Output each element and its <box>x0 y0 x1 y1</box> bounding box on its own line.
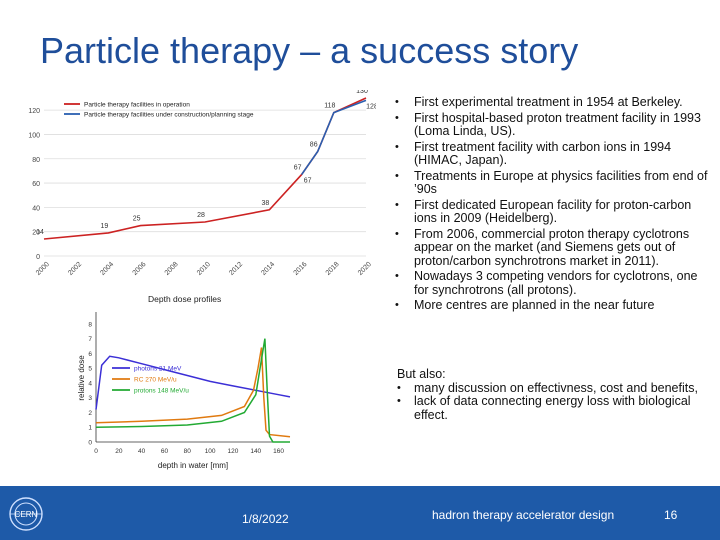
data-label: 19 <box>101 223 109 230</box>
chart-title: Depth dose profiles <box>148 294 221 304</box>
but-also-list: many discussion on effectivness, cost an… <box>397 381 713 423</box>
y-tick-label: 100 <box>28 132 40 139</box>
y-tick-label: 6 <box>88 351 92 358</box>
data-label: 14 <box>36 229 44 236</box>
data-label: 25 <box>133 216 141 223</box>
x-tick-label: 2000 <box>35 261 51 277</box>
bullet-list: First experimental treatment in 1954 at … <box>395 95 713 315</box>
logo-text: CERN <box>15 510 38 519</box>
bullet-item: First experimental treatment in 1954 at … <box>395 95 713 110</box>
x-tick-label: 2018 <box>325 261 341 277</box>
x-tick-label: 2010 <box>196 261 212 277</box>
y-tick-label: 1 <box>88 425 92 432</box>
data-label: 67 <box>294 165 302 172</box>
x-tick-label: 80 <box>184 448 192 455</box>
legend-label: Particle therapy facilities in operation <box>84 102 190 109</box>
depth-dose-chart: Depth dose profiles depth in water [mm] re… <box>78 294 291 470</box>
page-number: 16 <box>664 508 678 522</box>
bullet-item: First treatment facility with carbon ion… <box>395 140 713 168</box>
data-label: 38 <box>262 200 270 207</box>
y-tick-label: 7 <box>88 336 92 343</box>
legend-label: photons 21 MeV <box>134 366 182 373</box>
x-tick-label: 140 <box>250 448 261 455</box>
footer-bar: CERN 1/8/2022 hadron therapy accelerator… <box>0 486 720 540</box>
x-tick-label: 2016 <box>293 261 309 277</box>
y-tick-label: 4 <box>88 380 92 387</box>
data-label: 86 <box>310 141 318 148</box>
bullet-item: First dedicated European facility for pr… <box>395 198 713 226</box>
bullet-item: Treatments in Europe at physics faciliti… <box>395 169 713 197</box>
x-tick-label: 60 <box>161 448 169 455</box>
x-tick-label: 40 <box>138 448 146 455</box>
x-tick-label: 2008 <box>164 261 180 277</box>
x-tick-label: 120 <box>228 448 239 455</box>
data-label: 67 <box>304 178 312 185</box>
y-tick-label: 2 <box>88 410 92 417</box>
legend-label: Particle therapy facilities under constr… <box>84 112 254 119</box>
series-line-1 <box>43 97 367 240</box>
x-tick-label: 0 <box>94 448 98 455</box>
footer-date: 1/8/2022 <box>242 512 289 526</box>
but-also-item: many discussion on effectivness, cost an… <box>397 381 713 396</box>
data-label: 28 <box>197 212 205 219</box>
legend-label: protons 148 MeV/u <box>134 388 189 395</box>
y-tick-label: 0 <box>88 440 92 447</box>
slide-title: Particle therapy – a success story <box>40 30 579 71</box>
x-tick-label: 20 <box>115 448 123 455</box>
y-tick-label: 20 <box>32 230 40 237</box>
y-tick-label: 80 <box>32 157 40 164</box>
x-tick-label: 2002 <box>67 261 83 277</box>
x-axis-label: depth in water [mm] <box>158 461 228 470</box>
series-line-3 <box>95 338 290 443</box>
data-label: 130 <box>356 90 368 95</box>
x-tick-label: 2020 <box>357 261 373 277</box>
but-also-section: But also: many discussion on effectivnes… <box>397 367 713 423</box>
but-also-item: lack of data connecting energy loss with… <box>397 394 713 422</box>
y-tick-label: 5 <box>88 366 92 373</box>
data-label: 128 <box>366 103 376 110</box>
series-line-2 <box>300 99 367 176</box>
y-tick-label: 40 <box>32 205 40 212</box>
facilities-growth-chart: 14 19 25 28 38 67 86 118 130 67 128 0 20 40 60 80 100 12… <box>28 90 376 277</box>
series-line-2 <box>95 347 291 438</box>
bullet-item: Nowadays 3 competing vendors for cyclotr… <box>395 269 713 297</box>
y-tick-label: 3 <box>88 395 92 402</box>
legend-label: RC 270 MeV/u <box>134 377 177 384</box>
data-label: 118 <box>324 103 335 110</box>
x-tick-label: 100 <box>205 448 216 455</box>
y-tick-label: 60 <box>32 181 40 188</box>
footer-title: hadron therapy accelerator design <box>432 508 615 522</box>
but-also-heading: But also: <box>397 367 446 381</box>
series-line-1 <box>95 355 291 410</box>
y-tick-label: 120 <box>28 108 40 115</box>
x-tick-label: 2006 <box>132 261 148 277</box>
bullet-item: From 2006, commercial proton therapy cyc… <box>395 227 713 269</box>
y-tick-label: 0 <box>36 254 40 261</box>
y-axis-label: relative dose <box>78 355 86 401</box>
cern-logo-icon: CERN <box>9 497 43 531</box>
bullet-item: More centres are planned in the near fut… <box>395 298 713 313</box>
bullet-item: First hospital-based proton treatment fa… <box>395 111 713 139</box>
x-tick-label: 2014 <box>260 261 276 277</box>
x-tick-label: 2004 <box>99 261 115 277</box>
x-tick-label: 160 <box>273 448 284 455</box>
y-tick-label: 8 <box>88 321 92 328</box>
x-tick-label: 2012 <box>228 261 244 277</box>
